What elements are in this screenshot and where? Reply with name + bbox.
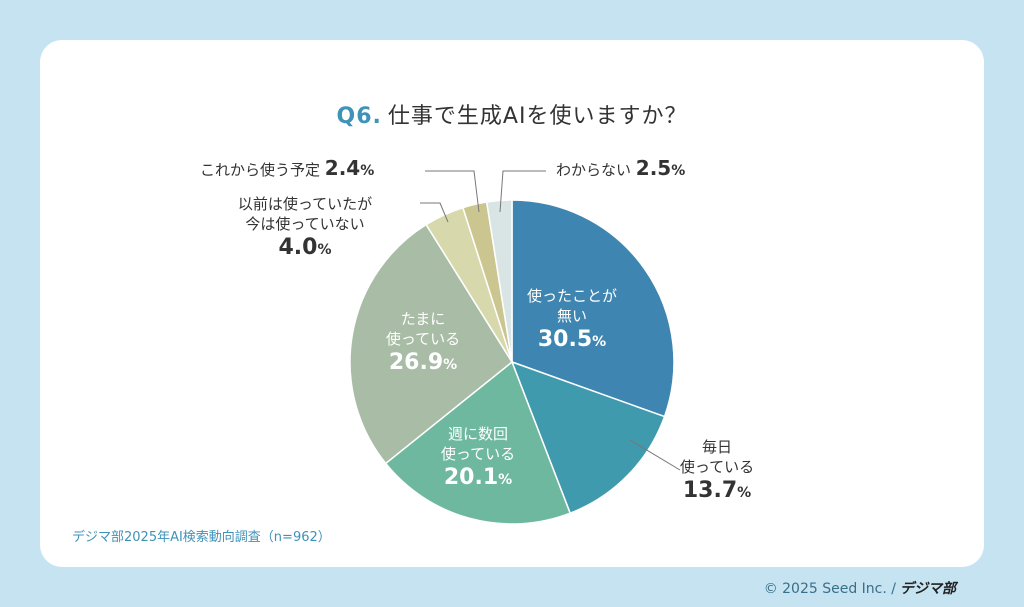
survey-footnote: デジマ部2025年AI検索動向調査（n=962） (72, 530, 331, 545)
label-slice-6: わからない 2.5% (556, 156, 686, 180)
label-slice-3: たまに 使っている 26.9% (385, 310, 461, 375)
question-text: 仕事で生成AIを使いますか？ (387, 104, 688, 129)
label-slice-4: 以前は使っていたが 今は使っていない 4.0% (237, 195, 373, 260)
leader-line-s1 (629, 439, 681, 471)
label-slice-1: 毎日 使っている 13.7% (679, 438, 755, 503)
label-slice-2: 週に数回 使っている 20.1% (440, 425, 516, 490)
label-slice-5: これから使う予定 2.4% (200, 156, 375, 180)
copyright: © 2025 Seed Inc. / デジマ部 (763, 581, 956, 597)
pie-slice-0 (511, 199, 675, 418)
pie-slice-6 (485, 199, 513, 363)
label-slice-0: 使ったことが 無い 30.5% (526, 287, 617, 352)
leader-line-s5 (425, 170, 480, 213)
leader-line-s4 (420, 202, 449, 223)
brand-logo: デジマ部 (900, 581, 956, 597)
pie-slice-2 (384, 360, 572, 525)
question-number: Q6. (336, 104, 382, 129)
pie-slice-3 (349, 223, 513, 465)
chart-title: Q6. 仕事で生成AIを使いますか？ (0, 98, 1024, 130)
leader-line-s6 (499, 170, 546, 213)
pie-slice-1 (510, 360, 666, 515)
